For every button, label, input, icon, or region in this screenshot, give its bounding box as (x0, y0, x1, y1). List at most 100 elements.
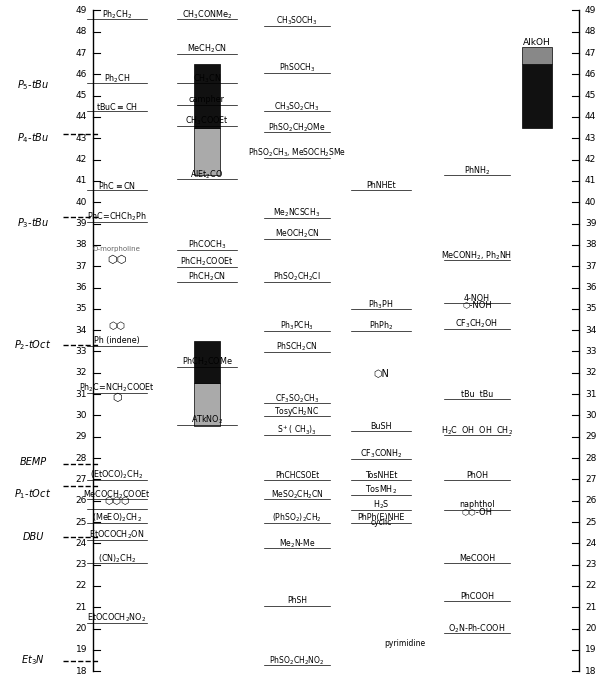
Text: PhCH$_2$CN: PhCH$_2$CN (188, 271, 226, 283)
Text: MeCONH$_2$, Ph$_2$NH: MeCONH$_2$, Ph$_2$NH (442, 249, 512, 262)
Text: MeCOOH: MeCOOH (459, 554, 495, 563)
Text: 18: 18 (76, 666, 87, 676)
Text: 31: 31 (76, 390, 87, 399)
Text: 22: 22 (76, 581, 87, 590)
Text: BuSH: BuSH (370, 421, 392, 430)
Text: ⬡: ⬡ (112, 393, 122, 403)
Text: PhSO$_2$CH$_2$NO$_2$: PhSO$_2$CH$_2$NO$_2$ (269, 655, 325, 667)
Text: AlEt$_2$CO: AlEt$_2$CO (190, 168, 224, 181)
Text: O$_2$N-Ph-COOH: O$_2$N-Ph-COOH (448, 622, 506, 635)
Text: TosMH$_2$: TosMH$_2$ (365, 484, 397, 496)
Text: 32: 32 (76, 368, 87, 377)
Text: P$_4$-tBu: P$_4$-tBu (17, 131, 49, 145)
Text: EtOCOCH$_2$ON: EtOCOCH$_2$ON (89, 529, 145, 541)
Text: Me$_2$N-Me: Me$_2$N-Me (279, 537, 315, 549)
Text: CF$_3$SO$_2$CH$_3$: CF$_3$SO$_2$CH$_3$ (275, 392, 319, 405)
Text: CH$_3$COOEt: CH$_3$COOEt (185, 115, 229, 127)
Text: pyrimidine: pyrimidine (385, 639, 425, 648)
Text: 40: 40 (585, 198, 596, 207)
Text: PhC$\equiv$CN: PhC$\equiv$CN (98, 180, 136, 191)
Text: PhCH$_2$COMe: PhCH$_2$COMe (182, 356, 232, 368)
Text: 47: 47 (76, 48, 87, 57)
Text: 32: 32 (585, 368, 596, 377)
Text: Ph$_2$CH$_2$: Ph$_2$CH$_2$ (102, 8, 132, 21)
Text: 31: 31 (585, 390, 596, 399)
Text: campher: campher (189, 95, 225, 104)
Text: TosyCH$_2$NC: TosyCH$_2$NC (274, 405, 320, 418)
Text: PhSOCH$_3$: PhSOCH$_3$ (279, 62, 315, 74)
Text: PhNHEt: PhNHEt (366, 181, 396, 190)
Text: 40: 40 (76, 198, 87, 207)
Text: PhCOCH$_3$: PhCOCH$_3$ (188, 239, 226, 251)
Text: H$_2$S: H$_2$S (373, 499, 389, 511)
Text: 25: 25 (76, 518, 87, 527)
Text: (PhSO$_2)_2$CH$_2$: (PhSO$_2)_2$CH$_2$ (272, 511, 322, 524)
Text: (MeEO)$_2$CH$_2$: (MeEO)$_2$CH$_2$ (92, 511, 142, 524)
Text: 34: 34 (76, 326, 87, 335)
Text: PhSO$_2$CH$_2$Cl: PhSO$_2$CH$_2$Cl (273, 271, 321, 283)
Text: ⬡-NOH: ⬡-NOH (462, 300, 492, 309)
Text: 18: 18 (585, 666, 596, 676)
Text: 22: 22 (585, 581, 596, 590)
Text: 48: 48 (76, 27, 87, 36)
Text: 42: 42 (76, 155, 87, 164)
Text: BEMP: BEMP (19, 457, 47, 467)
Text: 23: 23 (76, 560, 87, 569)
Text: (CN)$_2$CH$_2$: (CN)$_2$CH$_2$ (98, 552, 136, 565)
Text: ⬡⬡: ⬡⬡ (109, 321, 125, 331)
Text: 35: 35 (76, 304, 87, 313)
Text: Ph$_3$PH: Ph$_3$PH (368, 298, 394, 311)
Text: 41: 41 (585, 176, 596, 185)
Text: CH$_3$CN: CH$_3$CN (193, 73, 221, 85)
Text: Ph$_3$PCH$_3$: Ph$_3$PCH$_3$ (280, 320, 314, 332)
Text: ATkNO$_2$: ATkNO$_2$ (191, 413, 223, 426)
Text: DBU: DBU (22, 532, 44, 542)
Text: Et$_3$N: Et$_3$N (21, 654, 45, 668)
Text: 39: 39 (585, 219, 596, 228)
Bar (522, 64, 552, 127)
Text: tBuC$\equiv$CH: tBuC$\equiv$CH (96, 101, 138, 112)
Text: 47: 47 (585, 48, 596, 57)
Text: 26: 26 (76, 496, 87, 505)
Bar (522, 46, 552, 64)
Text: 4-NOH: 4-NOH (464, 293, 490, 302)
Text: 38: 38 (76, 240, 87, 249)
Text: Ph$_2$C=NCH$_2$COOEt: Ph$_2$C=NCH$_2$COOEt (79, 381, 155, 394)
Text: P$_5$-tBu: P$_5$-tBu (17, 78, 49, 92)
Text: 27: 27 (585, 475, 596, 484)
Text: H$_2$C  OH  OH  CH$_2$: H$_2$C OH OH CH$_2$ (441, 424, 513, 437)
Text: PhOH: PhOH (466, 471, 488, 480)
Text: O-morpholine: O-morpholine (93, 246, 141, 252)
Text: MeCH$_2$CN: MeCH$_2$CN (187, 42, 227, 55)
Text: MeCOCH$_2$COOEt: MeCOCH$_2$COOEt (83, 488, 151, 500)
Text: 30: 30 (585, 411, 596, 420)
Text: 46: 46 (585, 70, 596, 79)
Text: 37: 37 (76, 262, 87, 271)
Bar (194, 341, 220, 383)
Text: P$_1$-tOct: P$_1$-tOct (14, 487, 52, 501)
Text: 42: 42 (585, 155, 596, 164)
Text: 34: 34 (585, 326, 596, 335)
Text: P$_3$-tBu: P$_3$-tBu (17, 217, 49, 230)
Text: CH$_3$SO$_2$CH$_3$: CH$_3$SO$_2$CH$_3$ (274, 100, 320, 113)
Text: 39: 39 (76, 219, 87, 228)
Text: 35: 35 (585, 304, 596, 313)
Text: 38: 38 (585, 240, 596, 249)
Text: 45: 45 (76, 91, 87, 100)
Text: PhSCH$_2$CN: PhSCH$_2$CN (277, 341, 317, 354)
Text: PhCOOH: PhCOOH (460, 592, 494, 601)
Text: Me$_2$NCSCH$_3$: Me$_2$NCSCH$_3$ (274, 207, 320, 219)
Text: 29: 29 (585, 432, 596, 441)
Text: naphthol: naphthol (459, 500, 495, 509)
Text: 48: 48 (585, 27, 596, 36)
Text: 28: 28 (585, 453, 596, 462)
Text: PhC=CHCh$_2$Ph: PhC=CHCh$_2$Ph (87, 211, 147, 224)
Text: 19: 19 (76, 646, 87, 655)
Text: ⬡⬡-OH: ⬡⬡-OH (461, 507, 493, 516)
Text: 26: 26 (585, 496, 596, 505)
Text: AlkOH: AlkOH (523, 38, 551, 47)
Text: Ph$_2$CH: Ph$_2$CH (104, 73, 130, 85)
Text: 43: 43 (76, 134, 87, 143)
Text: 27: 27 (76, 475, 87, 484)
Text: 45: 45 (585, 91, 596, 100)
